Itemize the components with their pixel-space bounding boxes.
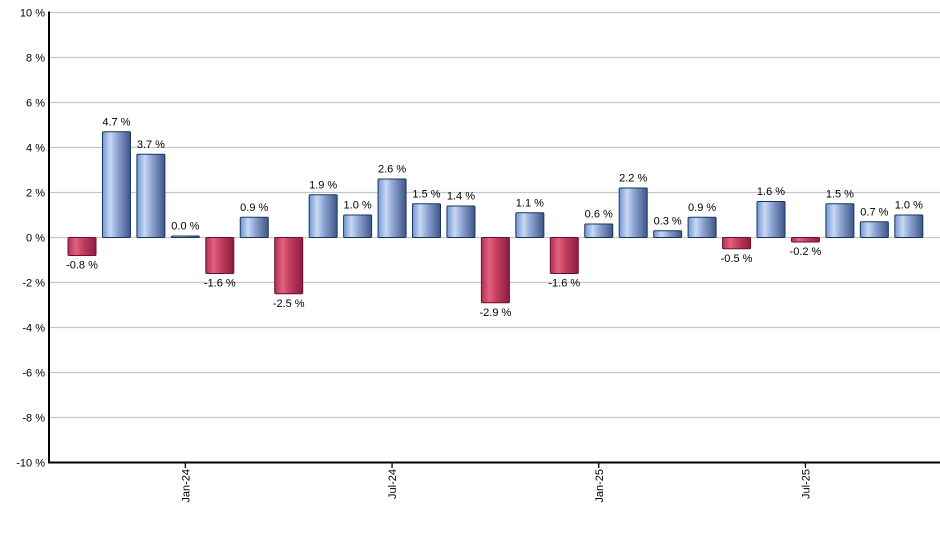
y-tick-label: 10 % xyxy=(20,8,45,20)
bar-value-label: 0.7 % xyxy=(860,206,888,218)
bar-positive xyxy=(515,212,545,238)
x-tick-label: Jul-24 xyxy=(387,469,399,499)
x-tick-label: Jul-25 xyxy=(800,469,812,499)
bar-value-label: -1.6 % xyxy=(204,278,236,290)
y-tick-label: 0 % xyxy=(26,233,45,245)
bar-positive xyxy=(170,235,200,238)
y-tick-label: -8 % xyxy=(22,413,45,425)
bar-negative xyxy=(790,237,820,243)
y-tick-label: 6 % xyxy=(26,98,45,110)
bar-value-label: 0.6 % xyxy=(585,209,613,221)
bar-negative xyxy=(274,237,304,295)
bar-positive xyxy=(894,214,924,238)
y-tick-label: 8 % xyxy=(26,53,45,65)
bar-value-label: 1.1 % xyxy=(516,197,544,209)
bar-value-label: -1.6 % xyxy=(548,278,580,290)
bar-negative xyxy=(205,237,235,274)
bar-positive xyxy=(308,194,338,238)
bar-positive xyxy=(377,178,407,238)
bar-value-label: 1.5 % xyxy=(826,188,854,200)
bar-positive xyxy=(825,203,855,238)
bar-value-label: 4.7 % xyxy=(102,116,130,128)
bar-value-label: 2.6 % xyxy=(378,164,406,176)
bar-positive xyxy=(756,201,786,238)
bar-positive xyxy=(101,131,131,238)
bar-value-label: -0.5 % xyxy=(721,253,753,265)
bar-positive xyxy=(618,187,648,238)
x-tick-label: Jan-25 xyxy=(594,469,606,503)
y-tick-label: -10 % xyxy=(16,458,45,470)
bar-negative xyxy=(480,237,510,304)
bar-value-label: -2.5 % xyxy=(273,298,305,310)
bar-positive xyxy=(687,216,717,238)
bar-value-label: 0.9 % xyxy=(688,202,716,214)
bar-value-label: 3.7 % xyxy=(137,139,165,151)
bar-value-label: -0.8 % xyxy=(66,260,98,272)
bar-value-label: 0.3 % xyxy=(654,215,682,227)
bar-value-label: -0.2 % xyxy=(790,246,822,258)
bar-positive xyxy=(136,153,166,238)
bar-value-label: 1.5 % xyxy=(412,188,440,200)
bar-value-label: 1.0 % xyxy=(344,200,372,212)
bar-positive xyxy=(412,203,441,238)
bar-value-label: 1.6 % xyxy=(757,186,785,198)
bar-positive xyxy=(239,216,269,238)
bar-positive xyxy=(859,221,889,238)
x-tick-label: Jan-24 xyxy=(180,469,192,503)
bar-positive xyxy=(343,214,373,238)
y-tick-label: 2 % xyxy=(26,188,45,200)
bar-positive xyxy=(653,230,683,238)
bar-positive xyxy=(584,223,614,238)
bar-value-label: 0.9 % xyxy=(240,202,268,214)
bar-negative xyxy=(722,237,752,250)
y-tick-label: -4 % xyxy=(22,323,45,335)
bar-negative xyxy=(549,237,579,274)
bar-value-label: 0.0 % xyxy=(171,221,199,233)
y-tick-label: -6 % xyxy=(22,368,45,380)
bar-value-label: -2.9 % xyxy=(480,307,512,319)
bar-positive xyxy=(446,205,476,238)
bar-value-label: 1.4 % xyxy=(447,191,475,203)
y-tick-label: 4 % xyxy=(26,143,45,155)
bar-value-label: 1.0 % xyxy=(895,200,923,212)
bar-negative xyxy=(67,237,97,256)
bar-value-label: 2.2 % xyxy=(619,173,647,185)
y-tick-label: -2 % xyxy=(22,278,45,290)
bar-value-label: 1.9 % xyxy=(309,179,337,191)
